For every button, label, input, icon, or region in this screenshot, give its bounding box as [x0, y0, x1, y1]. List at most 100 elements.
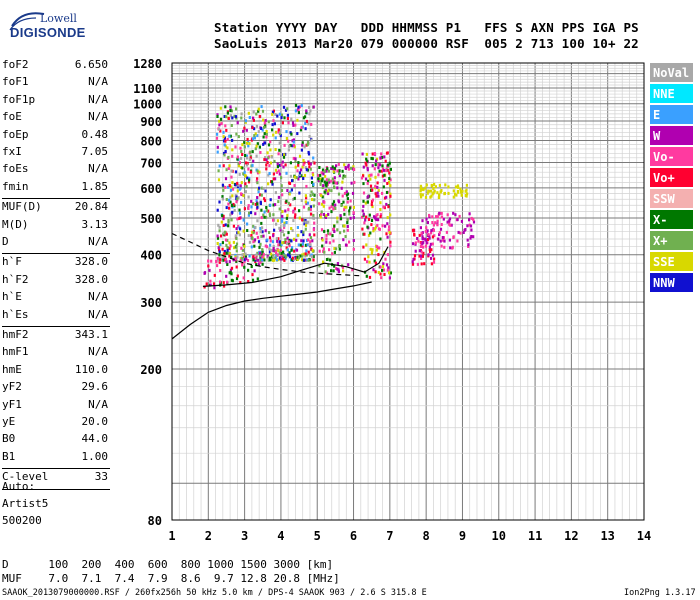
echo-point	[291, 229, 294, 232]
echo-point	[297, 233, 300, 237]
echo-point	[260, 221, 263, 225]
echo-point	[388, 161, 391, 165]
echo-point	[318, 264, 321, 268]
echo-point	[290, 248, 293, 252]
echo-point	[280, 242, 283, 246]
echo-point	[224, 139, 227, 143]
echo-point	[265, 135, 268, 139]
echo-point	[303, 145, 306, 149]
echo-point	[250, 199, 253, 203]
echo-point	[337, 270, 340, 274]
echo-point	[236, 231, 239, 235]
echo-point	[241, 263, 244, 267]
echo-point	[301, 244, 304, 248]
echo-point	[411, 242, 415, 246]
echo-point	[280, 251, 283, 255]
echo-point	[364, 218, 367, 222]
echo-point	[309, 167, 312, 171]
echo-point	[229, 188, 233, 192]
echo-point	[256, 277, 259, 281]
echo-point	[305, 196, 308, 200]
echo-point	[309, 243, 312, 247]
echo-point	[238, 211, 242, 215]
echo-point	[222, 217, 225, 221]
echo-point	[427, 233, 430, 236]
echo-point	[368, 275, 372, 279]
echo-point	[469, 236, 472, 240]
echo-point	[387, 228, 390, 232]
echo-point	[297, 177, 300, 181]
echo-point	[301, 141, 304, 145]
echo-point	[424, 238, 427, 242]
echo-point	[218, 250, 221, 254]
echo-point	[216, 236, 220, 240]
echo-point	[216, 145, 219, 149]
echo-point	[286, 107, 289, 111]
echo-point	[376, 185, 379, 189]
echo-point	[294, 103, 298, 107]
echo-point	[220, 220, 223, 224]
echo-point	[282, 253, 285, 257]
echo-point	[246, 222, 249, 226]
echo-point	[321, 244, 324, 248]
echo-point	[241, 256, 244, 260]
echo-point	[300, 199, 303, 202]
echo-point	[457, 190, 460, 194]
echo-point	[327, 212, 330, 216]
echo-point	[377, 194, 380, 198]
echo-point	[285, 216, 288, 220]
param-row: foF1p N/A	[2, 93, 108, 109]
echo-point	[297, 105, 300, 109]
echo-point	[277, 258, 280, 262]
echo-point	[235, 195, 238, 199]
echo-point	[228, 260, 231, 264]
echo-point	[259, 230, 262, 234]
echo-point	[230, 175, 233, 179]
echo-point	[461, 189, 464, 193]
echo-point	[328, 258, 332, 262]
echo-point	[265, 209, 268, 212]
echo-point	[280, 184, 283, 188]
param-row: C-level 33	[2, 470, 108, 486]
echo-point	[302, 159, 305, 162]
echo-point	[251, 273, 254, 277]
echo-point	[386, 151, 389, 155]
echo-point	[278, 172, 281, 176]
echo-point	[283, 153, 286, 157]
header-values: SaoLuis 2013 Mar20 079 000000 RSF 005 2 …	[214, 36, 639, 51]
echo-point	[428, 236, 431, 240]
echo-point	[254, 225, 257, 229]
echo-point	[219, 258, 222, 262]
echo-point	[277, 195, 280, 199]
echo-point	[216, 208, 219, 212]
x-tick-label: 5	[314, 529, 321, 543]
digisonde-logo: Lowell DIGISONDE	[8, 8, 85, 48]
echo-point	[443, 192, 446, 196]
echo-point	[296, 226, 299, 229]
echo-point	[280, 116, 283, 120]
echo-point	[277, 200, 280, 204]
echo-point	[223, 252, 226, 256]
echo-point	[345, 193, 349, 197]
echo-point	[421, 193, 424, 197]
echo-point	[323, 180, 326, 184]
echo-point	[381, 174, 384, 178]
echo-point	[228, 252, 232, 256]
echo-point	[246, 259, 250, 262]
y-tick-label: 800	[140, 134, 162, 148]
echo-point	[310, 176, 313, 180]
echo-point	[227, 220, 230, 224]
echo-point	[304, 254, 307, 258]
echo-point	[334, 203, 337, 207]
echo-point	[304, 194, 307, 198]
param-row: foF1 N/A	[2, 75, 108, 91]
echo-point	[252, 202, 255, 206]
echo-point	[259, 193, 262, 197]
echo-point	[377, 173, 380, 177]
echo-point	[312, 204, 315, 208]
echo-point	[370, 219, 374, 222]
echo-point	[436, 219, 439, 223]
param-value: 328.0	[74, 255, 108, 269]
echo-point	[248, 158, 251, 162]
echo-point	[269, 239, 272, 243]
